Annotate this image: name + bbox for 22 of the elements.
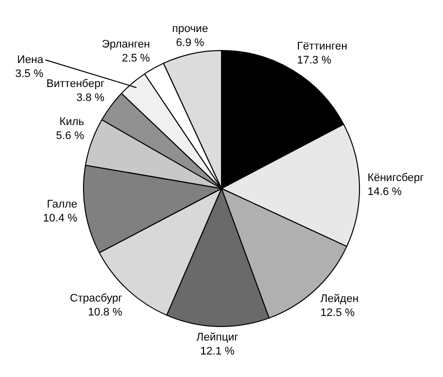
data-label: 3.8 % [76, 92, 105, 104]
data-label: 10.8 % [88, 306, 122, 319]
slice-label: Кёнигсберг [367, 172, 424, 184]
data-label: 10.4 % [43, 212, 78, 224]
data-label: 17.3 % [297, 54, 332, 67]
data-label: 5.6 % [56, 130, 84, 142]
slice-label: Киль [59, 116, 84, 128]
slice-label: Галле [46, 198, 78, 210]
slice-label: Лейден [320, 292, 359, 305]
data-label: 12.5 % [320, 306, 355, 319]
slice-label: Страсбург [70, 292, 122, 305]
data-label: 14.6 % [367, 186, 402, 198]
data-label: 6.9 % [176, 36, 204, 49]
slice-label: Эрланген [102, 38, 150, 50]
data-label: 12.1 % [200, 345, 235, 358]
data-label: 3.5 % [15, 68, 44, 80]
slice-label: Виттенберг [46, 78, 104, 90]
data-label: 2.5 % [122, 52, 150, 64]
slice-label: Гёттинген [297, 40, 348, 53]
slice-label: прочие [172, 22, 208, 35]
slice-label: Лейпциг [196, 331, 238, 344]
slice-label: Иена [17, 54, 44, 66]
